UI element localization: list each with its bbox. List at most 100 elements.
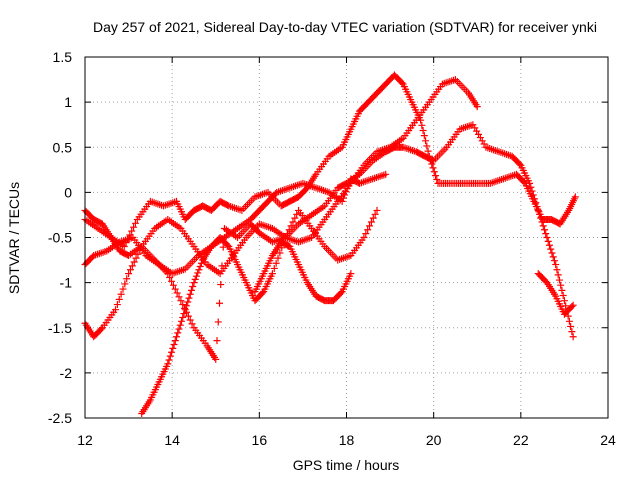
- data-point: [134, 250, 142, 258]
- data-point: [97, 325, 105, 333]
- data-point: [371, 210, 379, 218]
- data-point: [191, 275, 199, 283]
- data-point: [126, 266, 134, 274]
- data-point: [164, 360, 172, 368]
- data-point: [128, 262, 136, 270]
- data-point: [184, 298, 192, 306]
- data-point: [362, 230, 370, 238]
- data-point: [567, 322, 575, 330]
- data-point: [538, 218, 546, 226]
- data-point: [341, 191, 349, 199]
- data-point: [130, 223, 138, 231]
- data-point: [366, 222, 374, 230]
- data-point: [537, 214, 545, 222]
- data-point: [171, 337, 179, 345]
- y-tick-label: -2: [60, 365, 73, 381]
- data-point: [338, 197, 346, 205]
- data-point: [176, 321, 184, 329]
- data-series: [138, 206, 381, 417]
- data-point: [170, 341, 178, 349]
- data-point: [568, 328, 576, 336]
- data-point: [545, 241, 553, 249]
- data-point: [287, 222, 295, 230]
- data-point: [115, 295, 123, 303]
- x-tick-label: 22: [513, 432, 529, 448]
- data-point: [552, 261, 560, 269]
- data-point: [196, 263, 204, 271]
- data-point: [165, 356, 173, 364]
- y-tick-label: -1: [60, 275, 73, 291]
- data-point: [548, 249, 556, 257]
- x-tick-label: 14: [164, 432, 180, 448]
- data-point: [423, 142, 431, 150]
- data-point: [184, 312, 192, 320]
- data-point: [344, 181, 352, 189]
- data-point: [542, 230, 550, 238]
- data-point: [213, 337, 221, 345]
- y-tick-label: -0.5: [48, 230, 72, 246]
- data-point: [173, 289, 181, 297]
- data-point: [342, 188, 350, 196]
- data-point: [428, 156, 436, 164]
- axis-ticks: 12 14 16 18 20 22 24 -2.5 -2 -1.5 -1 -0.5 0 0.5 1 1.5: [48, 49, 616, 448]
- data-point: [532, 199, 540, 207]
- data-series: [534, 270, 577, 318]
- data-point: [186, 316, 194, 324]
- x-tick-label: 24: [600, 432, 616, 448]
- data-point: [569, 301, 577, 309]
- data-point: [173, 333, 181, 341]
- data-point: [420, 132, 428, 140]
- data-point: [433, 175, 441, 183]
- data-point: [398, 79, 406, 87]
- data-point: [473, 103, 481, 111]
- data-point: [549, 253, 557, 261]
- data-point: [285, 226, 293, 234]
- data-point: [560, 297, 568, 305]
- data-point: [180, 310, 188, 318]
- data-point: [422, 137, 430, 145]
- data-point: [219, 243, 227, 251]
- data-point: [224, 201, 232, 209]
- data-point: [169, 281, 177, 289]
- data-point: [547, 245, 555, 253]
- data-point: [558, 286, 566, 294]
- data-point: [291, 214, 299, 222]
- data-point: [531, 195, 539, 203]
- data-point: [194, 269, 202, 277]
- x-tick-label: 18: [339, 432, 355, 448]
- data-point: [190, 279, 198, 287]
- data-point: [539, 222, 547, 230]
- data-series: [81, 71, 579, 251]
- plot-frame: [84, 56, 609, 419]
- data-point: [123, 275, 131, 283]
- data-point: [364, 226, 372, 234]
- data-point: [360, 234, 368, 241]
- data-point: [120, 243, 128, 251]
- data-point: [571, 193, 579, 201]
- data-series: [81, 121, 577, 363]
- data-point: [113, 301, 121, 309]
- data-point: [526, 179, 534, 187]
- data-point: [217, 281, 225, 289]
- data-point: [369, 214, 377, 222]
- data-point: [123, 251, 131, 259]
- data-point: [268, 270, 276, 278]
- data-point: [419, 126, 427, 134]
- data-point: [130, 258, 138, 266]
- data-point: [258, 289, 266, 297]
- data-point: [382, 170, 390, 178]
- data-point: [187, 286, 195, 294]
- data-point: [218, 262, 226, 270]
- data-point: [224, 241, 232, 249]
- data-point: [175, 325, 183, 333]
- data-point: [516, 160, 524, 168]
- data-point: [337, 289, 345, 297]
- data-point: [182, 302, 190, 310]
- y-tick-label: 0.5: [53, 139, 73, 155]
- data-point: [125, 270, 133, 278]
- data-point: [272, 259, 280, 267]
- data-point: [179, 301, 187, 309]
- data-point: [554, 271, 562, 279]
- data-series: [81, 170, 390, 278]
